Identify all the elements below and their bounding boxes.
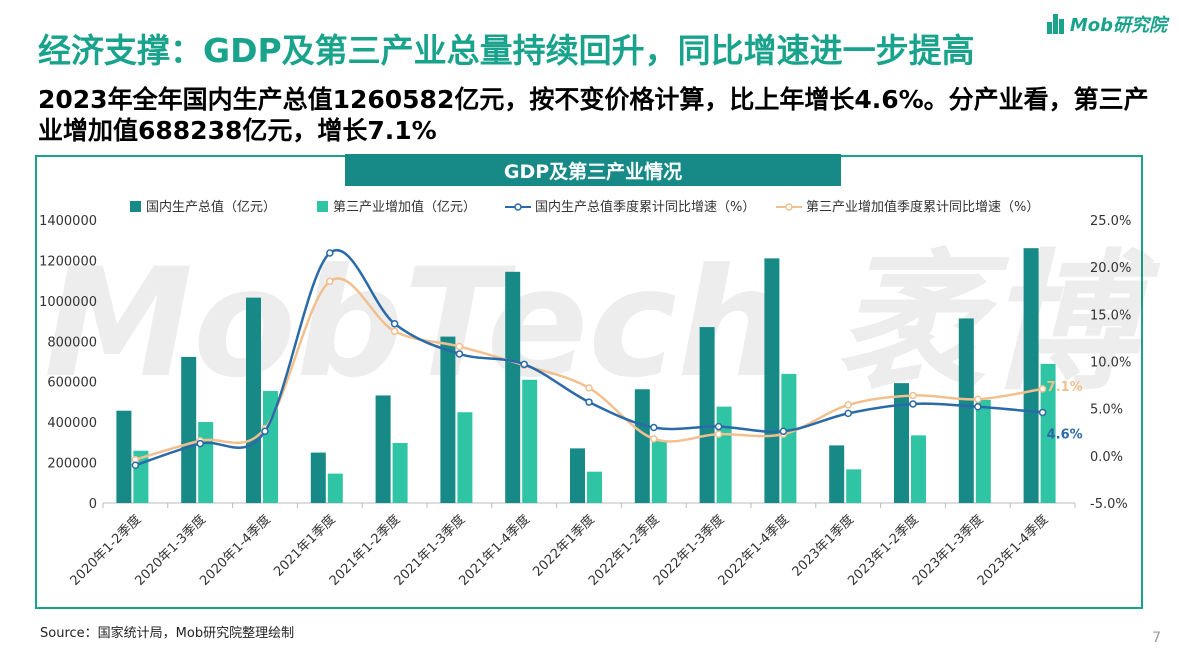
bar-series-1 xyxy=(181,356,197,503)
y-left-tick-label: 400000 xyxy=(47,416,97,431)
bar-series-1 xyxy=(699,327,715,503)
bar-series-2 xyxy=(198,422,214,503)
legend-marker xyxy=(785,203,793,211)
line-point-1 xyxy=(1038,408,1047,417)
line-point-1 xyxy=(714,422,723,431)
end-label-gdp: 4.6% xyxy=(1047,427,1083,442)
legend-label: 第三产业增加值（亿元） xyxy=(333,199,476,215)
bar-series-2 xyxy=(522,379,538,503)
watermark: MobTech 袤博 xyxy=(44,237,1161,411)
bar-series-1 xyxy=(440,336,456,503)
line-point-1 xyxy=(261,427,269,436)
line-point-2 xyxy=(585,384,593,392)
legend-label: 国内生产总值季度累计同比增速（%） xyxy=(535,199,755,215)
bar-series-2 xyxy=(781,373,797,503)
y-left-tick-label: 1200000 xyxy=(39,254,97,269)
mob-logo: Mob研究院 xyxy=(1046,10,1167,38)
bar-series-1 xyxy=(634,389,650,503)
logo-text: Mob研究院 xyxy=(1069,15,1167,36)
bar-series-1 xyxy=(894,383,909,503)
line-point-2 xyxy=(390,327,399,336)
bar-series-1 xyxy=(310,452,326,503)
line-point-1 xyxy=(844,409,852,418)
y-left-tick-label: 800000 xyxy=(47,335,97,350)
page-subtitle: 2023年全年国内生产总值1260582亿元，按不变价格计算，比上年增长4.6%… xyxy=(38,85,1149,145)
legend-label: 国内生产总值（亿元） xyxy=(146,199,276,215)
y-right-tick-label: -5.0% xyxy=(1090,497,1128,512)
bar-series-2 xyxy=(457,412,473,503)
line-point-1 xyxy=(974,403,982,411)
y-right-tick-label: 5.0% xyxy=(1090,403,1123,418)
legend-swatch xyxy=(317,201,328,212)
bar-series-1 xyxy=(246,297,261,503)
bar-series-2 xyxy=(327,473,343,503)
page-title: 经济支撑：GDP及第三产业总量持续回升，同比增速进一步提高 xyxy=(38,31,975,70)
line-point-1 xyxy=(585,398,593,406)
bar-series-1 xyxy=(764,258,780,503)
line-point-1 xyxy=(650,423,658,432)
bar-series-1 xyxy=(570,448,585,503)
line-point-2 xyxy=(326,277,334,286)
bar-series-1 xyxy=(116,410,132,503)
line-point-2 xyxy=(844,401,852,409)
x-tick-label: 2023年1季度 xyxy=(789,512,857,580)
bar-series-2 xyxy=(911,435,926,503)
line-point-1 xyxy=(779,427,788,436)
y-right-tick-label: 20.0% xyxy=(1090,261,1131,276)
line-point-2 xyxy=(974,395,982,403)
y-right-tick-label: 0.0% xyxy=(1090,450,1123,465)
legend-swatch xyxy=(130,201,141,212)
line-series-1 xyxy=(135,249,1043,467)
line-point-1 xyxy=(196,439,204,448)
y-left-tick-label: 600000 xyxy=(47,376,97,391)
page-number: 7 xyxy=(1152,630,1161,646)
line-point-1 xyxy=(326,249,334,257)
line-point-1 xyxy=(390,320,399,328)
y-left-tick-label: 0 xyxy=(89,497,97,512)
bar-series-2 xyxy=(263,391,278,503)
bar-series-1 xyxy=(375,395,391,503)
bar-series-1 xyxy=(958,318,974,503)
bar-series-1 xyxy=(505,271,521,503)
line-point-1 xyxy=(909,400,917,408)
line-point-1 xyxy=(520,360,528,369)
bar-series-1 xyxy=(1023,248,1039,503)
y-left-tick-label: 1400000 xyxy=(39,214,97,229)
line-point-2 xyxy=(1038,385,1047,393)
chart-title: GDP及第三产业情况 xyxy=(345,154,841,186)
bar-series-2 xyxy=(651,440,667,503)
bar-series-2 xyxy=(392,443,408,503)
x-tick-label: 2022年1季度 xyxy=(530,512,598,580)
y-left-tick-label: 200000 xyxy=(47,457,97,472)
source-note: Source：国家统计局，Mob研究院整理绘制 xyxy=(40,626,295,641)
bar-series-2 xyxy=(975,399,991,503)
end-label-tertiary: 7.1% xyxy=(1047,380,1083,395)
line-point-2 xyxy=(455,342,464,351)
y-right-tick-label: 15.0% xyxy=(1090,308,1131,323)
legend-marker xyxy=(514,203,522,211)
x-tick-label: 2021年1季度 xyxy=(270,512,338,580)
y-right-tick-label: 10.0% xyxy=(1090,356,1131,371)
y-right-tick-label: 25.0% xyxy=(1090,214,1131,229)
bar-series-2 xyxy=(1040,363,1056,503)
bar-series-2 xyxy=(587,471,602,503)
line-point-2 xyxy=(909,391,917,400)
bar-series-2 xyxy=(846,469,862,503)
legend-label: 第三产业增加值季度累计同比增速（%） xyxy=(806,199,1039,215)
line-point-2 xyxy=(714,430,723,438)
line-point-1 xyxy=(455,350,464,358)
y-left-tick-label: 1000000 xyxy=(39,295,97,310)
bar-series-1 xyxy=(829,445,845,503)
line-point-2 xyxy=(650,435,658,443)
building-icon xyxy=(1046,14,1065,34)
line-point-1 xyxy=(131,461,140,470)
bar-series-2 xyxy=(716,406,732,503)
